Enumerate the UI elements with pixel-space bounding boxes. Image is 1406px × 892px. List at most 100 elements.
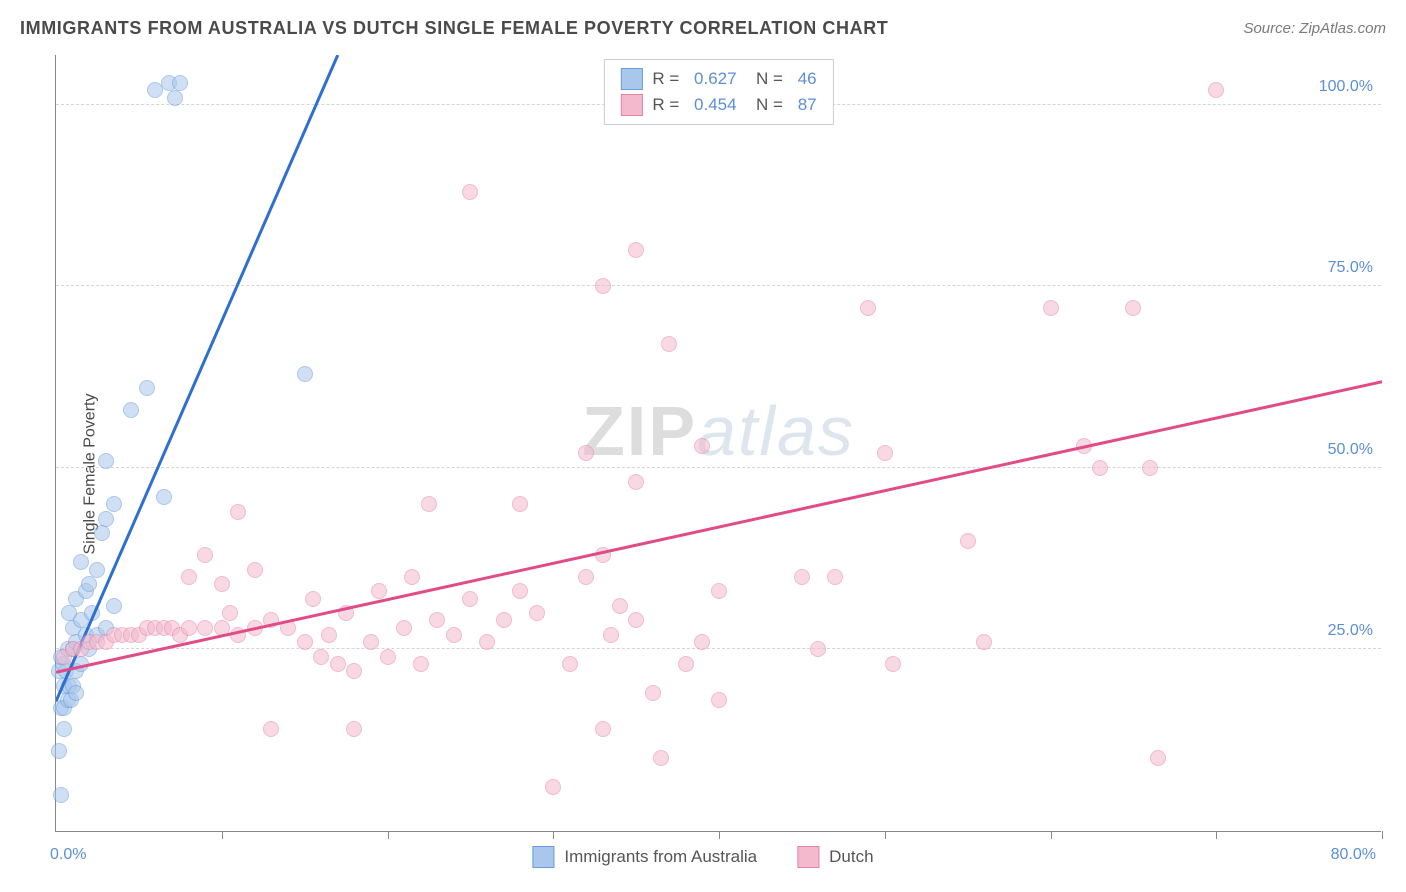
gridline-h [56,467,1381,468]
data-point-dutch [496,612,512,628]
data-point-dutch [810,641,826,657]
data-point-dutch [512,583,528,599]
data-point-australia [106,598,122,614]
data-point-dutch [197,620,213,636]
data-point-australia [68,685,84,701]
data-point-dutch [628,474,644,490]
data-point-dutch [214,620,230,636]
data-point-australia [56,721,72,737]
data-point-australia [123,402,139,418]
data-point-dutch [628,612,644,628]
legend-r-label: R = [652,95,684,115]
data-point-australia [61,605,77,621]
data-point-dutch [595,721,611,737]
x-tick [1051,831,1052,839]
data-point-dutch [429,612,445,628]
data-point-dutch [711,692,727,708]
legend-stats: R = 0.627 N = 46R = 0.454 N = 87 [603,59,833,125]
legend-swatch [797,846,819,868]
legend-item-australia: Immigrants from Australia [532,846,757,868]
data-point-dutch [885,656,901,672]
data-point-dutch [321,627,337,643]
data-point-australia [51,743,67,759]
data-point-australia [89,562,105,578]
data-point-dutch [421,496,437,512]
data-point-dutch [181,569,197,585]
data-point-australia [156,489,172,505]
data-point-dutch [462,591,478,607]
data-point-dutch [711,583,727,599]
trendline-dutch [56,55,1382,832]
x-end-label: 80.0% [1331,846,1376,864]
data-point-dutch [827,569,843,585]
legend-series-name: Immigrants from Australia [564,847,757,867]
data-point-dutch [545,779,561,795]
data-point-dutch [413,656,429,672]
data-point-australia [297,366,313,382]
y-tick-label: 75.0% [1326,259,1375,277]
data-point-dutch [645,685,661,701]
x-tick [885,831,886,839]
data-point-australia [139,380,155,396]
data-point-dutch [346,721,362,737]
x-tick [222,831,223,839]
data-point-dutch [230,504,246,520]
data-point-dutch [305,591,321,607]
data-point-australia [106,496,122,512]
data-point-australia [98,511,114,527]
data-point-australia [98,453,114,469]
legend-r-value: 0.454 [694,95,737,115]
data-point-dutch [653,750,669,766]
legend-r-label: R = [652,69,684,89]
chart-container: Single Female Poverty ZIPatlas R = 0.627… [0,55,1406,892]
data-point-dutch [628,242,644,258]
data-point-australia [73,656,89,672]
data-point-dutch [280,620,296,636]
data-point-dutch [363,634,379,650]
data-point-dutch [1043,300,1059,316]
data-point-dutch [197,547,213,563]
legend-swatch [620,68,642,90]
legend-series-name: Dutch [829,847,873,867]
data-point-dutch [960,533,976,549]
chart-source: Source: ZipAtlas.com [1243,20,1386,37]
data-point-dutch [404,569,420,585]
legend-n-value: 87 [798,95,817,115]
data-point-dutch [222,605,238,621]
data-point-dutch [678,656,694,672]
data-point-dutch [661,336,677,352]
data-point-dutch [338,605,354,621]
data-point-dutch [462,184,478,200]
data-point-dutch [1076,438,1092,454]
data-point-dutch [595,547,611,563]
legend-stat-row-australia: R = 0.627 N = 46 [620,66,816,92]
data-point-dutch [794,569,810,585]
data-point-dutch [578,445,594,461]
data-point-dutch [181,620,197,636]
watermark-text: ZIPatlas [582,391,855,471]
data-point-dutch [263,721,279,737]
data-point-dutch [479,634,495,650]
data-point-australia [81,576,97,592]
legend-r-value: 0.627 [694,69,737,89]
y-tick-label: 25.0% [1326,622,1375,640]
x-tick [388,831,389,839]
data-point-dutch [860,300,876,316]
x-origin-label: 0.0% [50,846,86,864]
data-point-dutch [612,598,628,614]
trendline-australia [56,55,1382,832]
legend-swatch [620,94,642,116]
data-point-dutch [529,605,545,621]
data-point-australia [84,605,100,621]
data-point-dutch [247,562,263,578]
legend-item-dutch: Dutch [797,846,873,868]
gridline-h [56,285,1381,286]
data-point-australia [53,787,69,803]
data-point-dutch [330,656,346,672]
data-point-dutch [230,627,246,643]
data-point-dutch [512,496,528,512]
data-point-dutch [214,576,230,592]
data-point-dutch [603,627,619,643]
data-point-dutch [313,649,329,665]
data-point-dutch [1092,460,1108,476]
